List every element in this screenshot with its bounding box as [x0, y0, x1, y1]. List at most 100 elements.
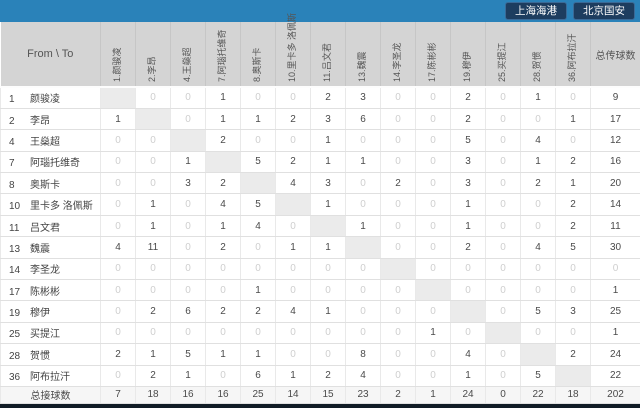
column-total-cell: 1 — [415, 385, 451, 404]
team-button-beijing-guoan[interactable]: 北京国安 — [573, 1, 635, 21]
pass-cell: 4 — [100, 236, 136, 259]
pass-cell: 0 — [485, 214, 521, 238]
pass-cell: 3 — [450, 150, 486, 174]
pass-cell: 0 — [100, 150, 136, 174]
pass-cell — [485, 321, 521, 345]
row-player-number: 25 — [9, 329, 21, 341]
column-header: 14.李圣龙 — [380, 22, 416, 88]
row-label: 8 奥斯卡 — [0, 172, 101, 195]
pass-cell: 1 — [415, 321, 451, 345]
pass-cell: 5 — [450, 129, 486, 152]
row-label: 25 买提江 — [0, 321, 101, 345]
row-player-name: 贺惯 — [30, 350, 50, 362]
column-header-label: 8.奥斯卡 — [252, 47, 262, 82]
pass-cell — [135, 107, 171, 131]
row-label: 7 阿瑙托维奇 — [0, 150, 101, 174]
pass-cell — [240, 172, 276, 195]
pass-cell: 2 — [135, 300, 171, 323]
column-total-cell: 25 — [240, 385, 276, 404]
table-row: 13 魏震 4 11 0 2 0 1 1 0 0 2 0 4 5 30 — [0, 236, 640, 259]
column-header: 25.买提江 — [485, 22, 521, 88]
pass-cell: 0 — [100, 279, 136, 302]
pass-cell: 0 — [135, 321, 171, 345]
pass-cell: 2 — [205, 300, 241, 323]
row-label: 1 颜骏凌 — [0, 86, 101, 109]
table-row: 1 颜骏凌 0 0 1 0 0 2 3 0 0 2 0 1 0 9 — [0, 86, 640, 109]
row-total-cell: 30 — [590, 236, 640, 259]
pass-cell: 0 — [485, 172, 521, 195]
pass-cell: 1 — [345, 150, 381, 174]
row-label: 11 吕文君 — [0, 214, 101, 238]
pass-cell: 0 — [240, 129, 276, 152]
column-header: 10.里卡多 洛佩斯 — [275, 13, 311, 88]
pass-cell: 1 — [240, 107, 276, 131]
row-total-cell: 12 — [590, 129, 640, 152]
pass-cell: 0 — [345, 257, 381, 281]
pass-cell: 0 — [275, 343, 311, 366]
pass-cell: 1 — [450, 364, 486, 387]
pass-cell: 4 — [240, 214, 276, 238]
pass-cell: 0 — [415, 193, 451, 216]
row-total-cell: 14 — [590, 193, 640, 216]
pass-cell: 2 — [450, 236, 486, 259]
pass-cell: 0 — [310, 343, 346, 366]
pass-cell: 0 — [485, 364, 521, 387]
pass-cell: 0 — [415, 364, 451, 387]
pass-cell: 1 — [310, 236, 346, 259]
row-label: 14 李圣龙 — [0, 257, 101, 281]
pass-cell: 0 — [345, 129, 381, 152]
pass-cell: 1 — [310, 193, 346, 216]
pass-cell: 0 — [310, 321, 346, 345]
pass-cell: 0 — [415, 343, 451, 366]
column-header-label: 2.李昂 — [147, 56, 157, 82]
row-player-name: 奥斯卡 — [30, 179, 60, 191]
row-player-name: 阿布拉汗 — [30, 372, 70, 384]
pass-cell: 0 — [345, 300, 381, 323]
pass-cell: 0 — [485, 129, 521, 152]
team-button-shanghai-port[interactable]: 上海海港 — [505, 1, 567, 21]
pass-cell: 0 — [520, 321, 556, 345]
pass-cell: 0 — [555, 321, 591, 345]
pass-cell: 0 — [310, 257, 346, 281]
pass-cell: 3 — [450, 172, 486, 195]
pass-cell: 0 — [555, 129, 591, 152]
row-total-cell: 0 — [590, 257, 640, 281]
pass-cell: 0 — [485, 300, 521, 323]
row-player-name: 买提江 — [30, 329, 60, 341]
pass-cell: 0 — [555, 279, 591, 302]
pass-cell: 0 — [170, 214, 206, 238]
pass-cell: 0 — [380, 279, 416, 302]
pass-cell: 2 — [310, 364, 346, 387]
row-player-name: 陈彬彬 — [30, 286, 60, 298]
pass-cell: 4 — [205, 193, 241, 216]
pass-cell: 0 — [415, 86, 451, 109]
column-total-cell: 22 — [520, 385, 556, 404]
pass-cell: 2 — [555, 193, 591, 216]
row-label: 36 阿布拉汗 — [0, 364, 101, 387]
pass-cell: 0 — [485, 193, 521, 216]
column-total-cell: 2 — [380, 385, 416, 404]
row-player-name: 魏震 — [30, 243, 50, 255]
pass-cell: 0 — [380, 364, 416, 387]
pass-cell: 0 — [100, 129, 136, 152]
pass-cell: 2 — [205, 172, 241, 195]
pass-matrix-table: From \ To 1.颜骏凌 2.李昂 4.王燊超 7.阿瑙托维奇 8.奥斯卡 10.里卡… — [0, 13, 640, 404]
pass-cell: 6 — [170, 300, 206, 323]
pass-cell: 2 — [240, 300, 276, 323]
row-total-cell: 11 — [590, 214, 640, 238]
pass-cell: 0 — [100, 172, 136, 195]
pass-cell: 1 — [205, 107, 241, 131]
row-total-cell: 20 — [590, 172, 640, 195]
pass-cell: 3 — [345, 86, 381, 109]
pass-cell: 6 — [345, 107, 381, 131]
pass-cell: 3 — [310, 107, 346, 131]
column-total-cell: 14 — [275, 385, 311, 404]
pass-cell: 0 — [485, 150, 521, 174]
table-row: 4 王燊超 0 0 2 0 0 1 0 0 0 5 0 4 0 12 — [0, 129, 640, 152]
row-player-number: 10 — [9, 201, 21, 213]
table-row: 7 阿瑙托维奇 0 0 1 5 2 1 1 0 0 3 0 1 2 16 — [0, 150, 640, 174]
pass-cell: 0 — [345, 193, 381, 216]
pass-cell: 0 — [135, 129, 171, 152]
pass-cell — [555, 364, 591, 387]
pass-cell: 0 — [135, 86, 171, 109]
